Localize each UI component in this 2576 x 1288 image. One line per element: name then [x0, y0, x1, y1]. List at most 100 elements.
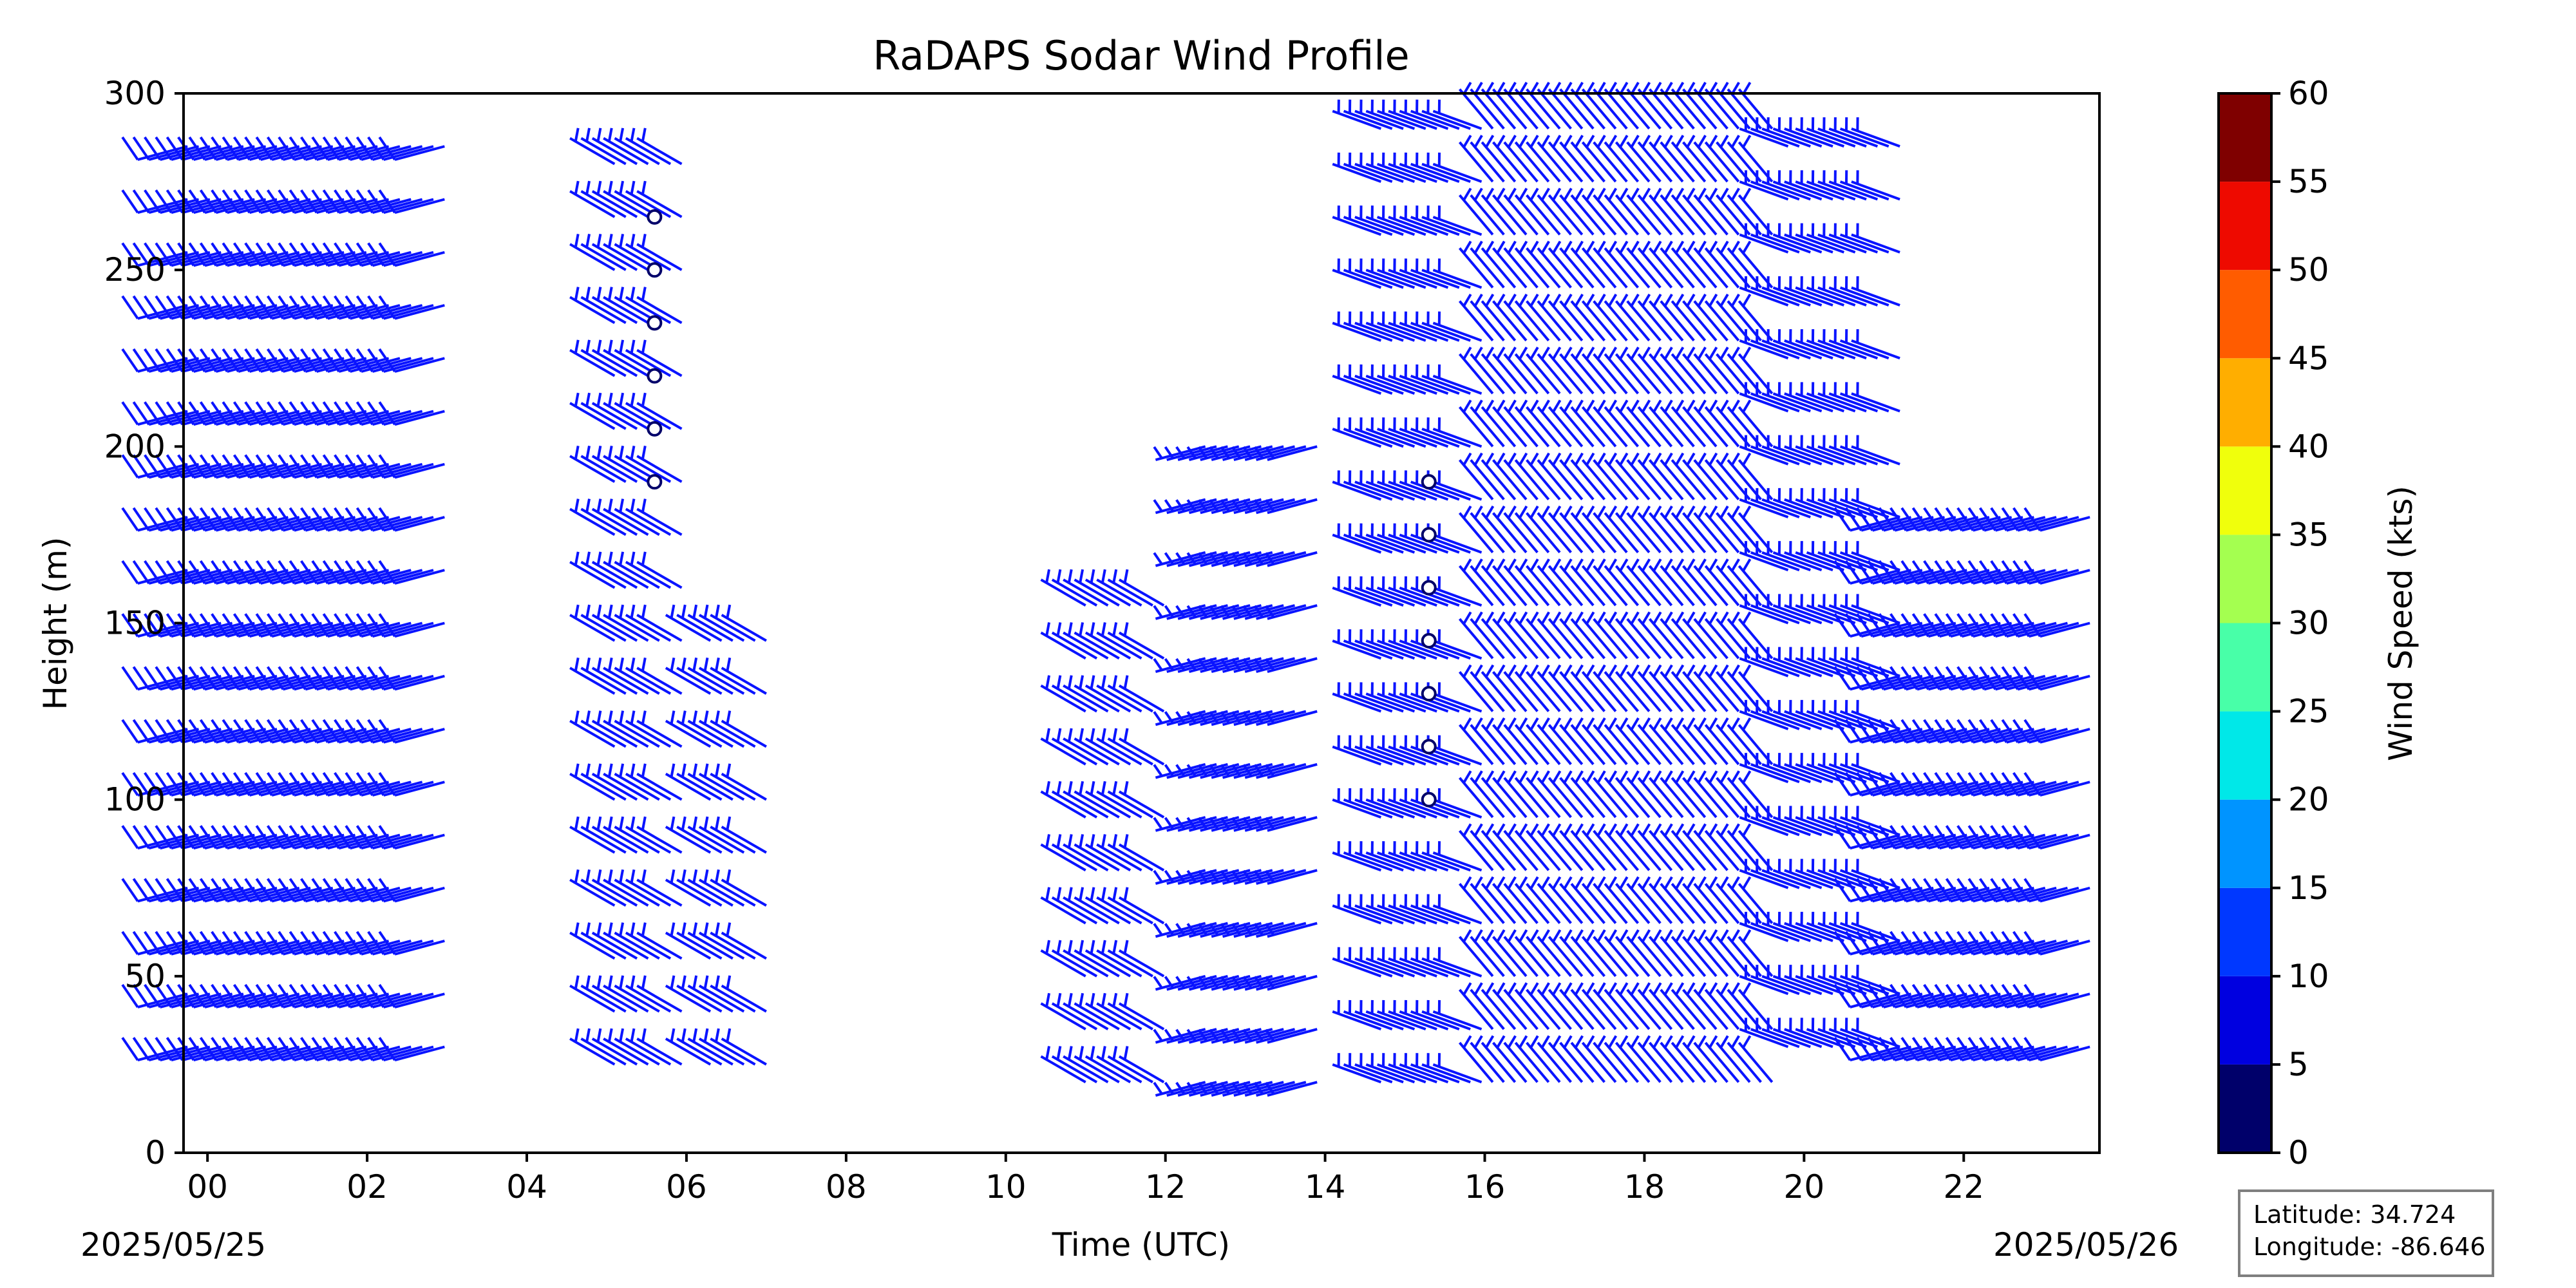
wind-barb [121, 507, 188, 532]
wind-barb [132, 825, 200, 850]
wind-barb [1107, 675, 1153, 713]
wind-barb [591, 339, 638, 377]
wind-barb [1750, 647, 1800, 677]
wind-barb [1074, 1046, 1120, 1084]
wind-barb [1648, 770, 1684, 819]
wind-barb [1828, 753, 1879, 784]
wind-barb [1761, 223, 1811, 254]
wind-barb [580, 657, 627, 695]
wind-barb [1470, 982, 1505, 1030]
wind-barb [1795, 594, 1845, 625]
wind-barb [2023, 878, 2090, 903]
wind-barb [1548, 240, 1584, 289]
wind-barb [1828, 223, 1879, 254]
wind-barb [1118, 728, 1165, 766]
wind-barb [1458, 823, 1494, 871]
wind-barb [687, 710, 734, 748]
wind-barb [1051, 781, 1098, 819]
wind-barb [378, 560, 445, 585]
wind-barb [1761, 699, 1811, 730]
wind-barb [1739, 965, 1789, 996]
wind-barb [1399, 311, 1449, 342]
colorbar-tick-label: 45 [2288, 339, 2329, 377]
wind-barb [1716, 135, 1751, 183]
wind-barb [1844, 983, 1911, 1009]
wind-barb [1481, 346, 1517, 395]
wind-barb [710, 922, 756, 960]
wind-barb [687, 657, 734, 695]
x-tick-label: 12 [1145, 1168, 1186, 1206]
wind-barb [1410, 205, 1460, 236]
wind-barb [1063, 834, 1109, 872]
wind-barb [569, 445, 616, 483]
wind-barb [1388, 629, 1437, 660]
wind-barb [1570, 770, 1605, 819]
wind-barb [625, 339, 672, 377]
wind-barb [1118, 622, 1165, 660]
wind-barb [1332, 999, 1382, 1030]
wind-barb [1470, 929, 1505, 978]
wind-barb [1648, 664, 1684, 712]
wind-barb [1716, 399, 1751, 448]
wind-barb [1795, 806, 1845, 837]
wind-barb [1570, 1035, 1605, 1083]
wind-barb [676, 922, 723, 960]
wind-barb [1604, 558, 1640, 607]
wind-barb [1343, 682, 1393, 713]
wind-barb [1593, 1035, 1628, 1083]
wind-barb [1806, 382, 1856, 413]
wind-barb [636, 657, 683, 695]
wind-barb [1458, 452, 1494, 500]
wind-barb [1738, 823, 1774, 871]
wind-barb [1410, 735, 1460, 766]
wind-barb [1040, 728, 1086, 766]
wind-barb [1388, 258, 1437, 289]
wind-barb [1410, 523, 1460, 554]
wind-barb [1716, 611, 1751, 659]
wind-barb [698, 922, 745, 960]
wind-barb [1537, 664, 1572, 712]
wind-barb [1660, 770, 1695, 819]
wind-barb [580, 128, 627, 166]
wind-barb [665, 922, 712, 960]
wind-barb [1581, 876, 1617, 924]
wind-barb [1376, 258, 1426, 289]
wind-barb [1376, 999, 1426, 1030]
colorbar-tick-label: 60 [2288, 75, 2329, 112]
wind-barb [1593, 240, 1628, 289]
wind-barb [1040, 940, 1086, 978]
wind-barb [1570, 664, 1605, 712]
wind-barb [614, 869, 660, 907]
wind-barb [1376, 682, 1426, 713]
wind-barb [1738, 399, 1774, 448]
wind-barb [1548, 505, 1584, 554]
wind-barb [580, 445, 627, 483]
latitude-text: Latitude: 34.724 [2253, 1200, 2456, 1229]
wind-barb [1481, 240, 1517, 289]
wind-barb [1084, 675, 1132, 713]
wind-barb [1570, 240, 1605, 289]
x-axis-label: Time (UTC) [1052, 1226, 1230, 1264]
wind-barb [1581, 293, 1617, 342]
wind-barb [1806, 117, 1856, 148]
x-tick-label: 06 [666, 1168, 707, 1206]
wind-barb [1682, 505, 1718, 554]
wind-barb [1410, 999, 1460, 1030]
wind-barb [1784, 223, 1833, 254]
wind-barb [1806, 858, 1856, 889]
wind-barb [1432, 894, 1482, 925]
wind-barb [1354, 364, 1404, 395]
wind-barb [721, 763, 767, 801]
wind-barb [1537, 823, 1572, 871]
wind-barb [1738, 717, 1774, 766]
wind-barb [1817, 911, 1867, 942]
wind-barb [1548, 611, 1584, 659]
wind-barb [1727, 558, 1762, 607]
wind-barb [1761, 541, 1811, 572]
y-axis-ticks: 0 50 100 150 200 250 300 [104, 75, 184, 1171]
wind-barb [1332, 894, 1382, 925]
wind-barb [2023, 560, 2090, 585]
wind-barb [636, 710, 683, 748]
wind-barb [1548, 293, 1584, 342]
wind-barb [591, 657, 638, 695]
